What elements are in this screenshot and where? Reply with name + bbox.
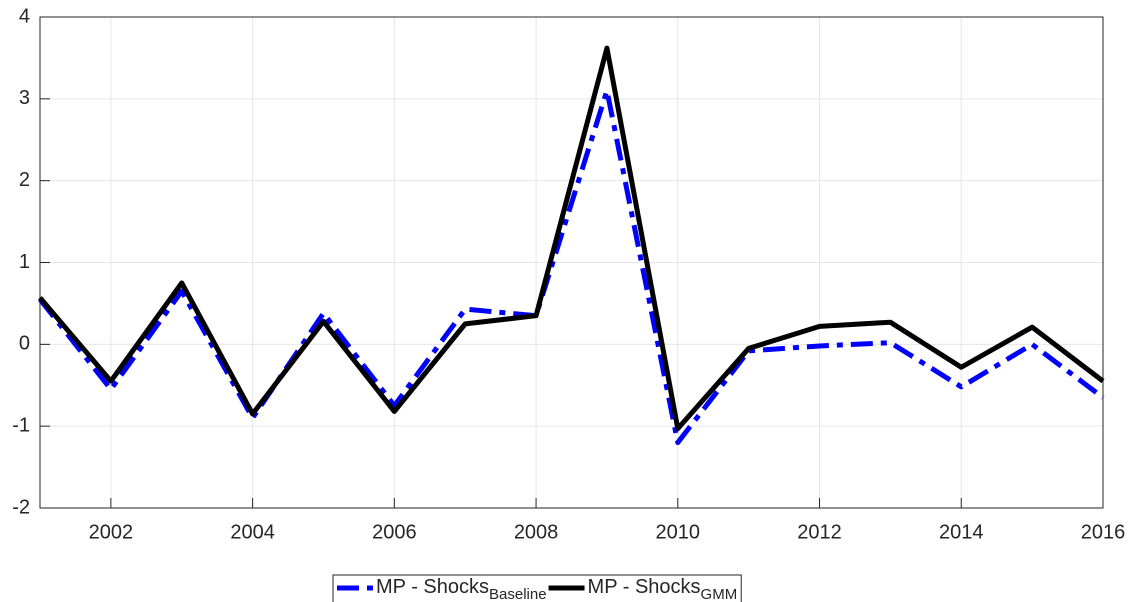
legend-name: MP - Shocks [376,576,489,598]
legend: MP - ShocksBaseline MP - ShocksGMM [332,574,742,602]
x-tick-label: 2006 [372,521,417,543]
legend-subscript: GMM [701,586,738,602]
legend-box [332,574,742,602]
legend-name: MP - Shocks [588,576,701,598]
series-line [38,88,1105,446]
x-tick-label: 2002 [89,521,134,543]
y-tick-label: -1 [12,414,30,436]
x-tick-label: 2016 [1081,521,1126,543]
x-tick-label: 2014 [939,521,984,543]
y-tick-label: 4 [19,5,30,27]
series-line [38,45,1105,432]
legend-subscript: Baseline [489,586,547,602]
legend-label: MP - ShocksBaseline [376,576,547,602]
x-tick-label: 2008 [514,521,559,543]
y-tick-label: 3 [19,87,30,109]
y-tick-label: 1 [19,251,30,273]
x-tick-label: 2012 [797,521,842,543]
y-tick-label: 0 [19,333,30,355]
legend-label: MP - ShocksGMM [588,576,738,602]
x-tick-label: 2010 [656,521,701,543]
plot-frame [39,16,1104,509]
y-tick-label: 2 [19,169,30,191]
y-tick-label: -2 [12,496,30,518]
x-tick-label: 2004 [230,521,275,543]
